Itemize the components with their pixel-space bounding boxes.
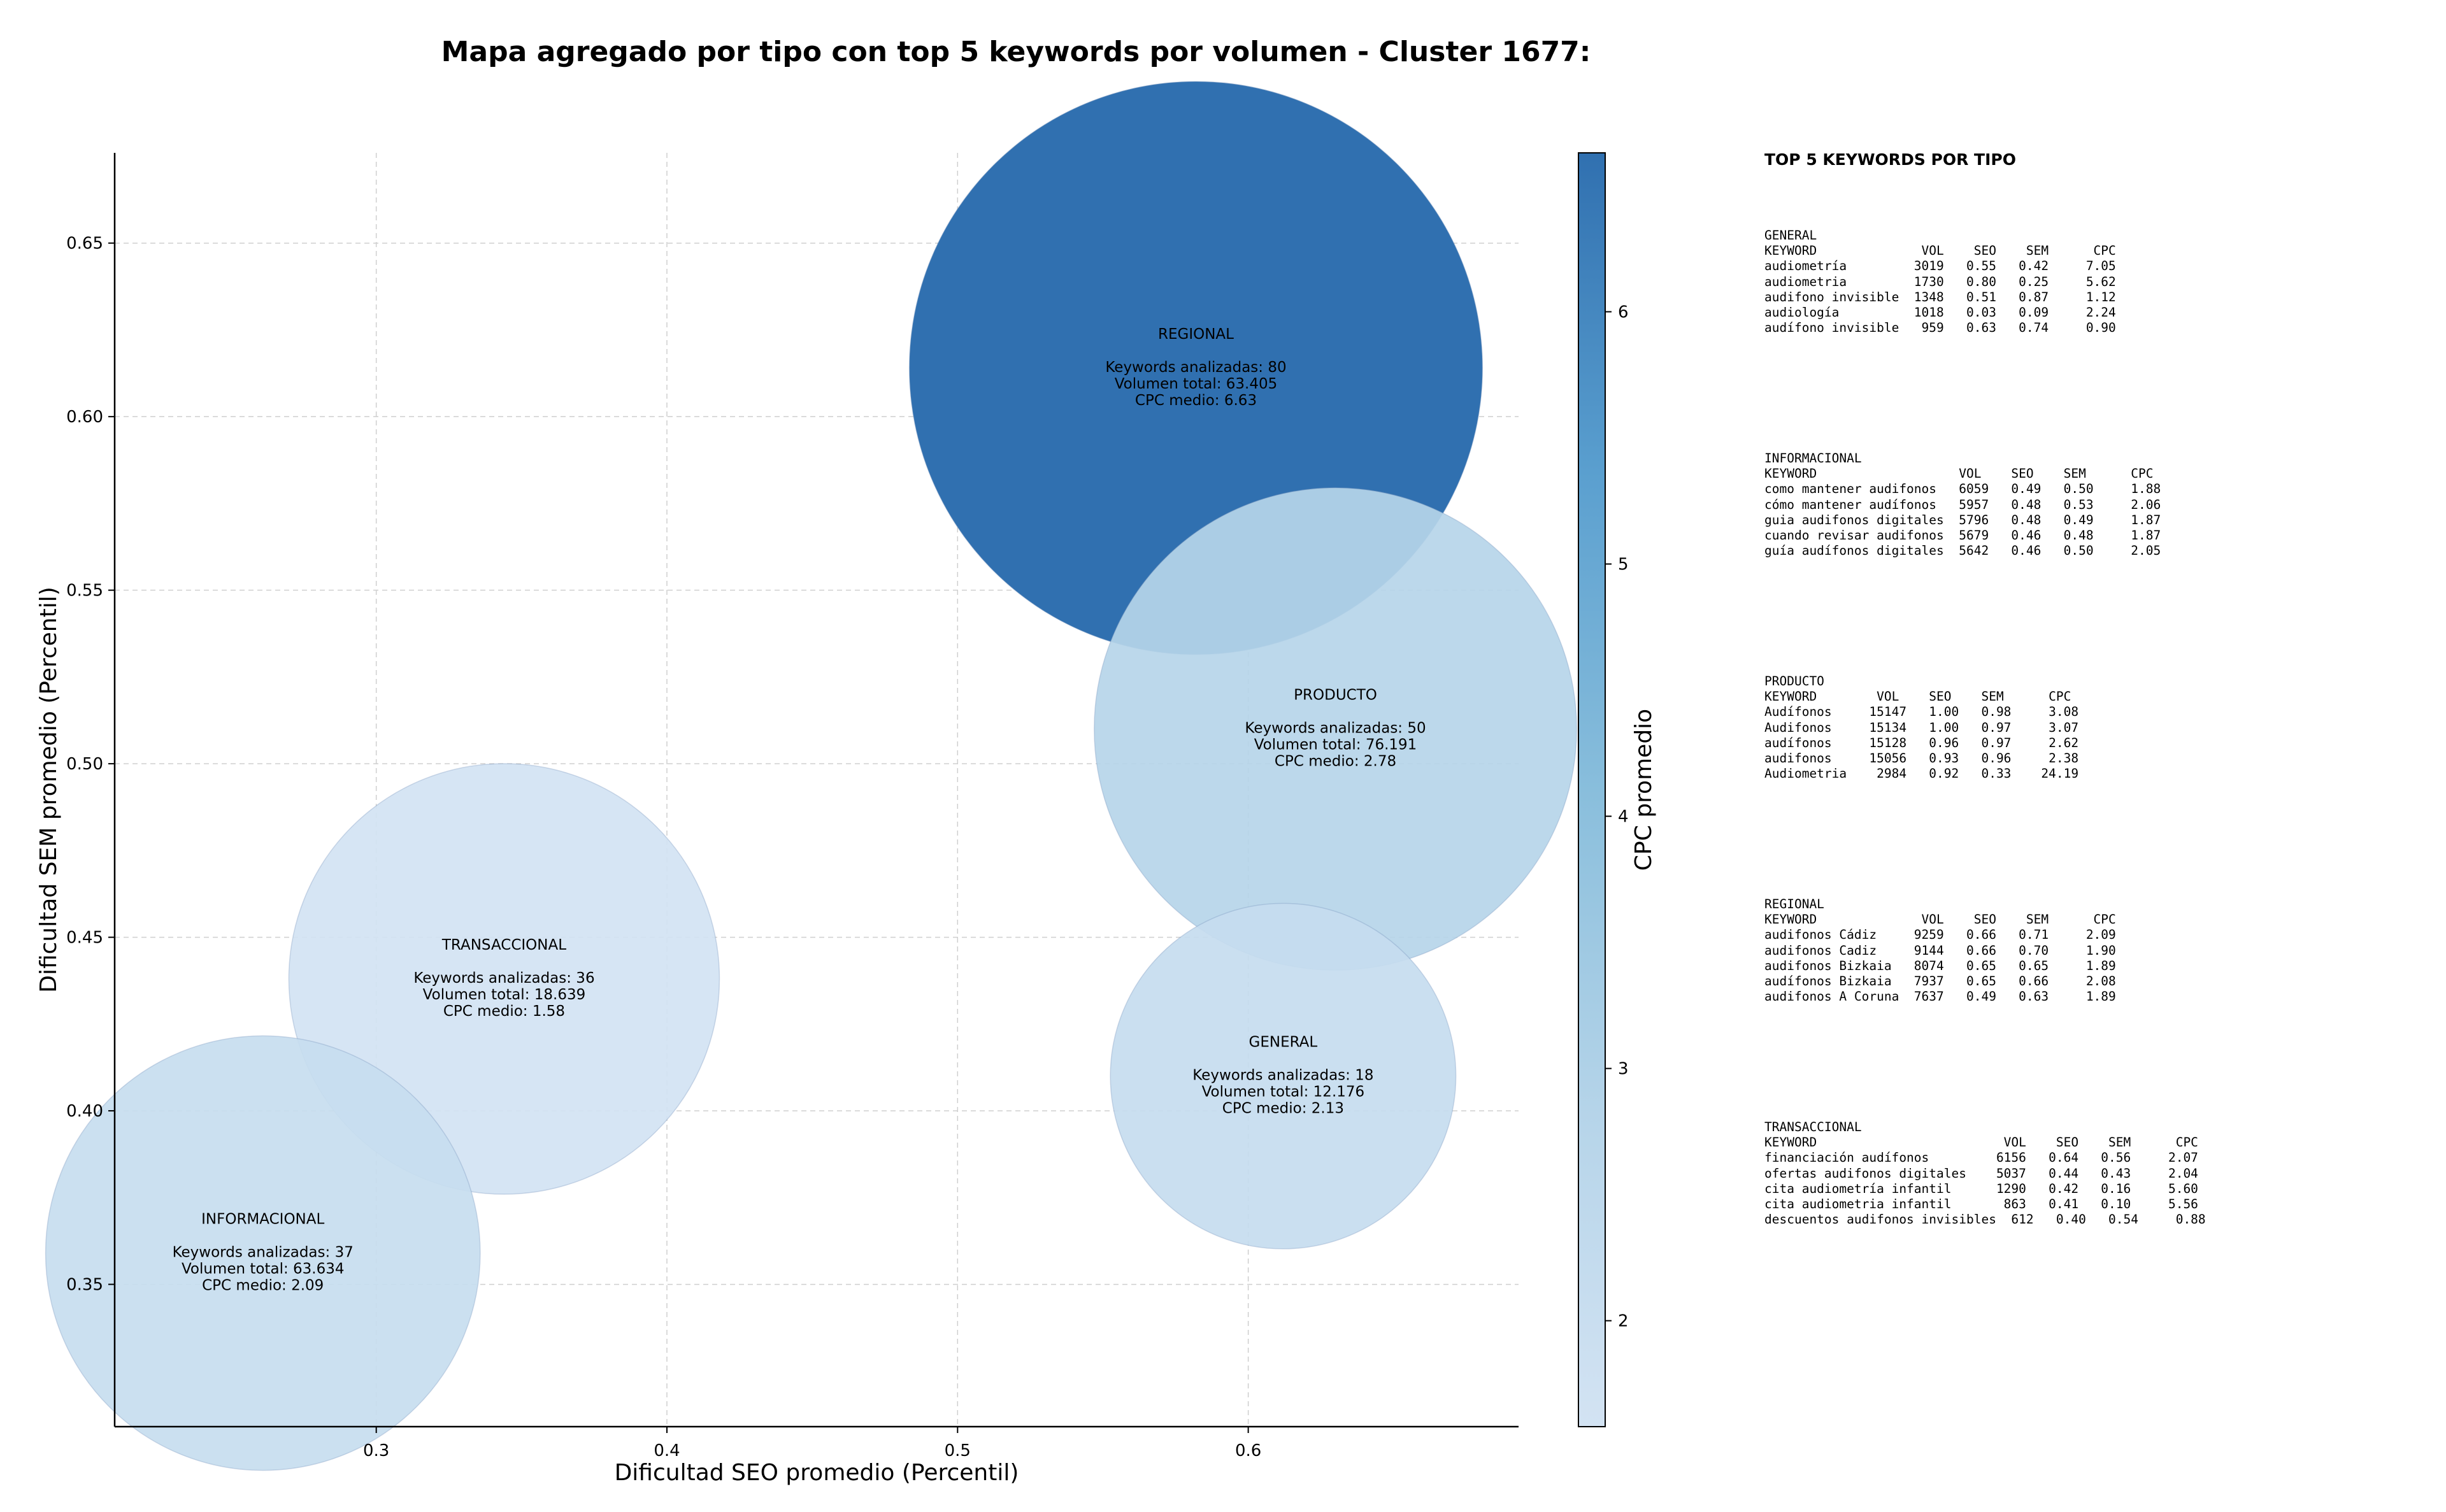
- block-header: KEYWORD VOL SEO SEM CPC: [1764, 912, 2116, 927]
- keyword-block-producto: PRODUCTO KEYWORD VOL SEO SEM CPC Audífon…: [1764, 674, 2078, 781]
- y-tick-label: 0.40: [66, 1102, 103, 1121]
- keyword-row: audífonos Bizkaia 7937 0.65 0.66 2.08: [1764, 974, 2116, 989]
- bubble-type-label: REGIONAL: [1158, 326, 1234, 343]
- keyword-row: cita audiometría infantil 1290 0.42 0.16…: [1764, 1181, 2198, 1196]
- bubble-type-label: PRODUCTO: [1294, 687, 1377, 704]
- x-tick-label: 0.6: [1235, 1441, 1261, 1460]
- block-label: REGIONAL: [1764, 897, 1824, 911]
- colorbar: [1578, 152, 1606, 1427]
- y-tick-label: 0.65: [66, 234, 103, 253]
- x-tick-label: 0.5: [945, 1441, 971, 1460]
- colorbar-tick-label: 4: [1618, 808, 1629, 827]
- bubble-cpc-label: CPC medio: 2.13: [1222, 1101, 1344, 1117]
- bubble-cpc-label: CPC medio: 2.78: [1275, 753, 1396, 770]
- keyword-row: audífono invisible 959 0.63 0.74 0.90: [1764, 320, 2116, 336]
- keyword-row: audifonos Cádiz 9259 0.66 0.71 2.09: [1764, 927, 2116, 943]
- bubble-type-label: INFORMACIONAL: [201, 1211, 324, 1228]
- keyword-row: guía audífonos digitales 5642 0.46 0.50 …: [1764, 543, 2161, 559]
- colorbar-tick-label: 2: [1618, 1312, 1629, 1331]
- x-axis-label: Dificultad SEO promedio (Percentil): [615, 1460, 1019, 1486]
- bubble-volume-label: Volumen total: 63.634: [182, 1261, 345, 1278]
- keyword-row: audifonos A Coruna 7637 0.49 0.63 1.89: [1764, 989, 2116, 1004]
- keyword-row: cómo mantener audífonos 5957 0.48 0.53 2…: [1764, 497, 2161, 512]
- bubble-keywords-label: Keywords analizadas: 37: [173, 1245, 354, 1261]
- bubble-cpc-label: CPC medio: 2.09: [202, 1278, 324, 1294]
- block-label: TRANSACCIONAL: [1764, 1120, 1862, 1134]
- keyword-row: cuando revisar audifonos 5679 0.46 0.48 …: [1764, 528, 2161, 543]
- chart-title: Mapa agregado por tipo con top 5 keyword…: [441, 36, 1591, 68]
- keyword-row: Audifonos 15134 1.00 0.97 3.07: [1764, 720, 2079, 735]
- colorbar-tick-label: 3: [1618, 1060, 1629, 1079]
- bubble-volume-label: Volumen total: 76.191: [1254, 737, 1417, 753]
- bubble-circle: [1110, 902, 1457, 1250]
- bubble-volume-label: Volumen total: 18.639: [423, 987, 586, 1003]
- keyword-block-transaccional: TRANSACCIONAL KEYWORD VOL SEO SEM CPC fi…: [1764, 1120, 2206, 1227]
- keyword-row: guia audifonos digitales 5796 0.48 0.49 …: [1764, 512, 2161, 527]
- bubble-circle: [45, 1035, 481, 1471]
- block-label: PRODUCTO: [1764, 674, 1824, 688]
- bubble-cpc-label: CPC medio: 1.58: [443, 1003, 565, 1020]
- keyword-row: audifonos Cadiz 9144 0.66 0.70 1.90: [1764, 943, 2116, 958]
- axes: [113, 153, 1519, 1428]
- x-tick-label: 0.4: [654, 1441, 680, 1460]
- bubble-keywords-label: Keywords analizadas: 18: [1192, 1067, 1373, 1084]
- keyword-block-informacional: INFORMACIONAL KEYWORD VOL SEO SEM CPC co…: [1764, 451, 2161, 559]
- bubble-keywords-label: Keywords analizadas: 50: [1245, 720, 1426, 737]
- y-tick-label: 0.60: [66, 408, 103, 427]
- y-tick-label: 0.50: [66, 755, 103, 774]
- y-axis-label: Dificultad SEM promedio (Percentil): [36, 587, 62, 993]
- keyword-row: audiología 1018 0.03 0.09 2.24: [1764, 305, 2116, 320]
- keyword-block-regional: REGIONAL KEYWORD VOL SEO SEM CPC audifon…: [1764, 897, 2116, 1004]
- block-header: KEYWORD VOL SEO SEM CPC: [1764, 689, 2071, 704]
- keyword-block-general: GENERAL KEYWORD VOL SEO SEM CPC audiomet…: [1764, 228, 2116, 336]
- y-tick-label: 0.55: [66, 581, 103, 601]
- keyword-row: como mantener audifonos 6059 0.49 0.50 1…: [1764, 481, 2161, 497]
- keyword-row: audiometría 3019 0.55 0.42 7.05: [1764, 259, 2116, 274]
- bubble-volume-label: Volumen total: 12.176: [1202, 1084, 1365, 1101]
- keyword-row: audifonos 15056 0.93 0.96 2.38: [1764, 751, 2079, 766]
- bubble-keywords-label: Keywords analizadas: 36: [413, 970, 594, 987]
- bubble-type-label: TRANSACCIONAL: [441, 937, 566, 953]
- keyword-row: audífonos 15128 0.96 0.97 2.62: [1764, 735, 2079, 750]
- keyword-row: audifonos Bizkaia 8074 0.65 0.65 1.89: [1764, 958, 2116, 973]
- block-header: KEYWORD VOL SEO SEM CPC: [1764, 1135, 2198, 1150]
- keyword-row: cita audiometria infantil 863 0.41 0.10 …: [1764, 1197, 2198, 1212]
- bubble-type-label: GENERAL: [1249, 1034, 1318, 1051]
- colorbar-ticks: 2 3 4 5 6: [1605, 303, 1629, 1331]
- colorbar-label: CPC promedio: [1631, 709, 1657, 871]
- bubble-informacional: INFORMACIONAL Keywords analizadas: 37Volu…: [45, 1035, 481, 1471]
- y-tick-label: 0.45: [66, 929, 103, 948]
- keyword-row: Audífonos 15147 1.00 0.98 3.08: [1764, 704, 2079, 720]
- colorbar-tick-label: 6: [1618, 303, 1629, 322]
- keyword-row: audifono invisible 1348 0.51 0.87 1.12: [1764, 289, 2116, 304]
- bubble-keywords-label: Keywords analizadas: 80: [1105, 359, 1286, 376]
- keyword-row: audiometria 1730 0.80 0.25 5.62: [1764, 274, 2116, 289]
- keyword-row: descuentos audifonos invisibles 612 0.40…: [1764, 1212, 2206, 1227]
- y-tick-label: 0.35: [66, 1276, 103, 1295]
- panel-title: TOP 5 KEYWORDS POR TIPO: [1764, 150, 2016, 169]
- keyword-row: Audiometria 2984 0.92 0.33 24.19: [1764, 766, 2079, 781]
- block-label: INFORMACIONAL: [1764, 451, 1862, 466]
- x-tick-label: 0.3: [363, 1441, 389, 1460]
- bubble-volume-label: Volumen total: 63.405: [1115, 376, 1278, 392]
- block-header: KEYWORD VOL SEO SEM CPC: [1764, 243, 2116, 259]
- keyword-row: ofertas audifonos digitales 5037 0.44 0.…: [1764, 1166, 2198, 1181]
- keyword-row: financiación audífonos 6156 0.64 0.56 2.…: [1764, 1150, 2198, 1166]
- colorbar-tick-label: 5: [1618, 555, 1629, 574]
- block-header: KEYWORD VOL SEO SEM CPC: [1764, 466, 2154, 481]
- ticks: 0.3 0.4 0.5 0.6 0.35 0.40 0.45 0.50 0.55 0.60 0.65: [66, 234, 1261, 1460]
- bubble-cpc-label: CPC medio: 6.63: [1135, 392, 1257, 409]
- block-label: GENERAL: [1764, 228, 1817, 243]
